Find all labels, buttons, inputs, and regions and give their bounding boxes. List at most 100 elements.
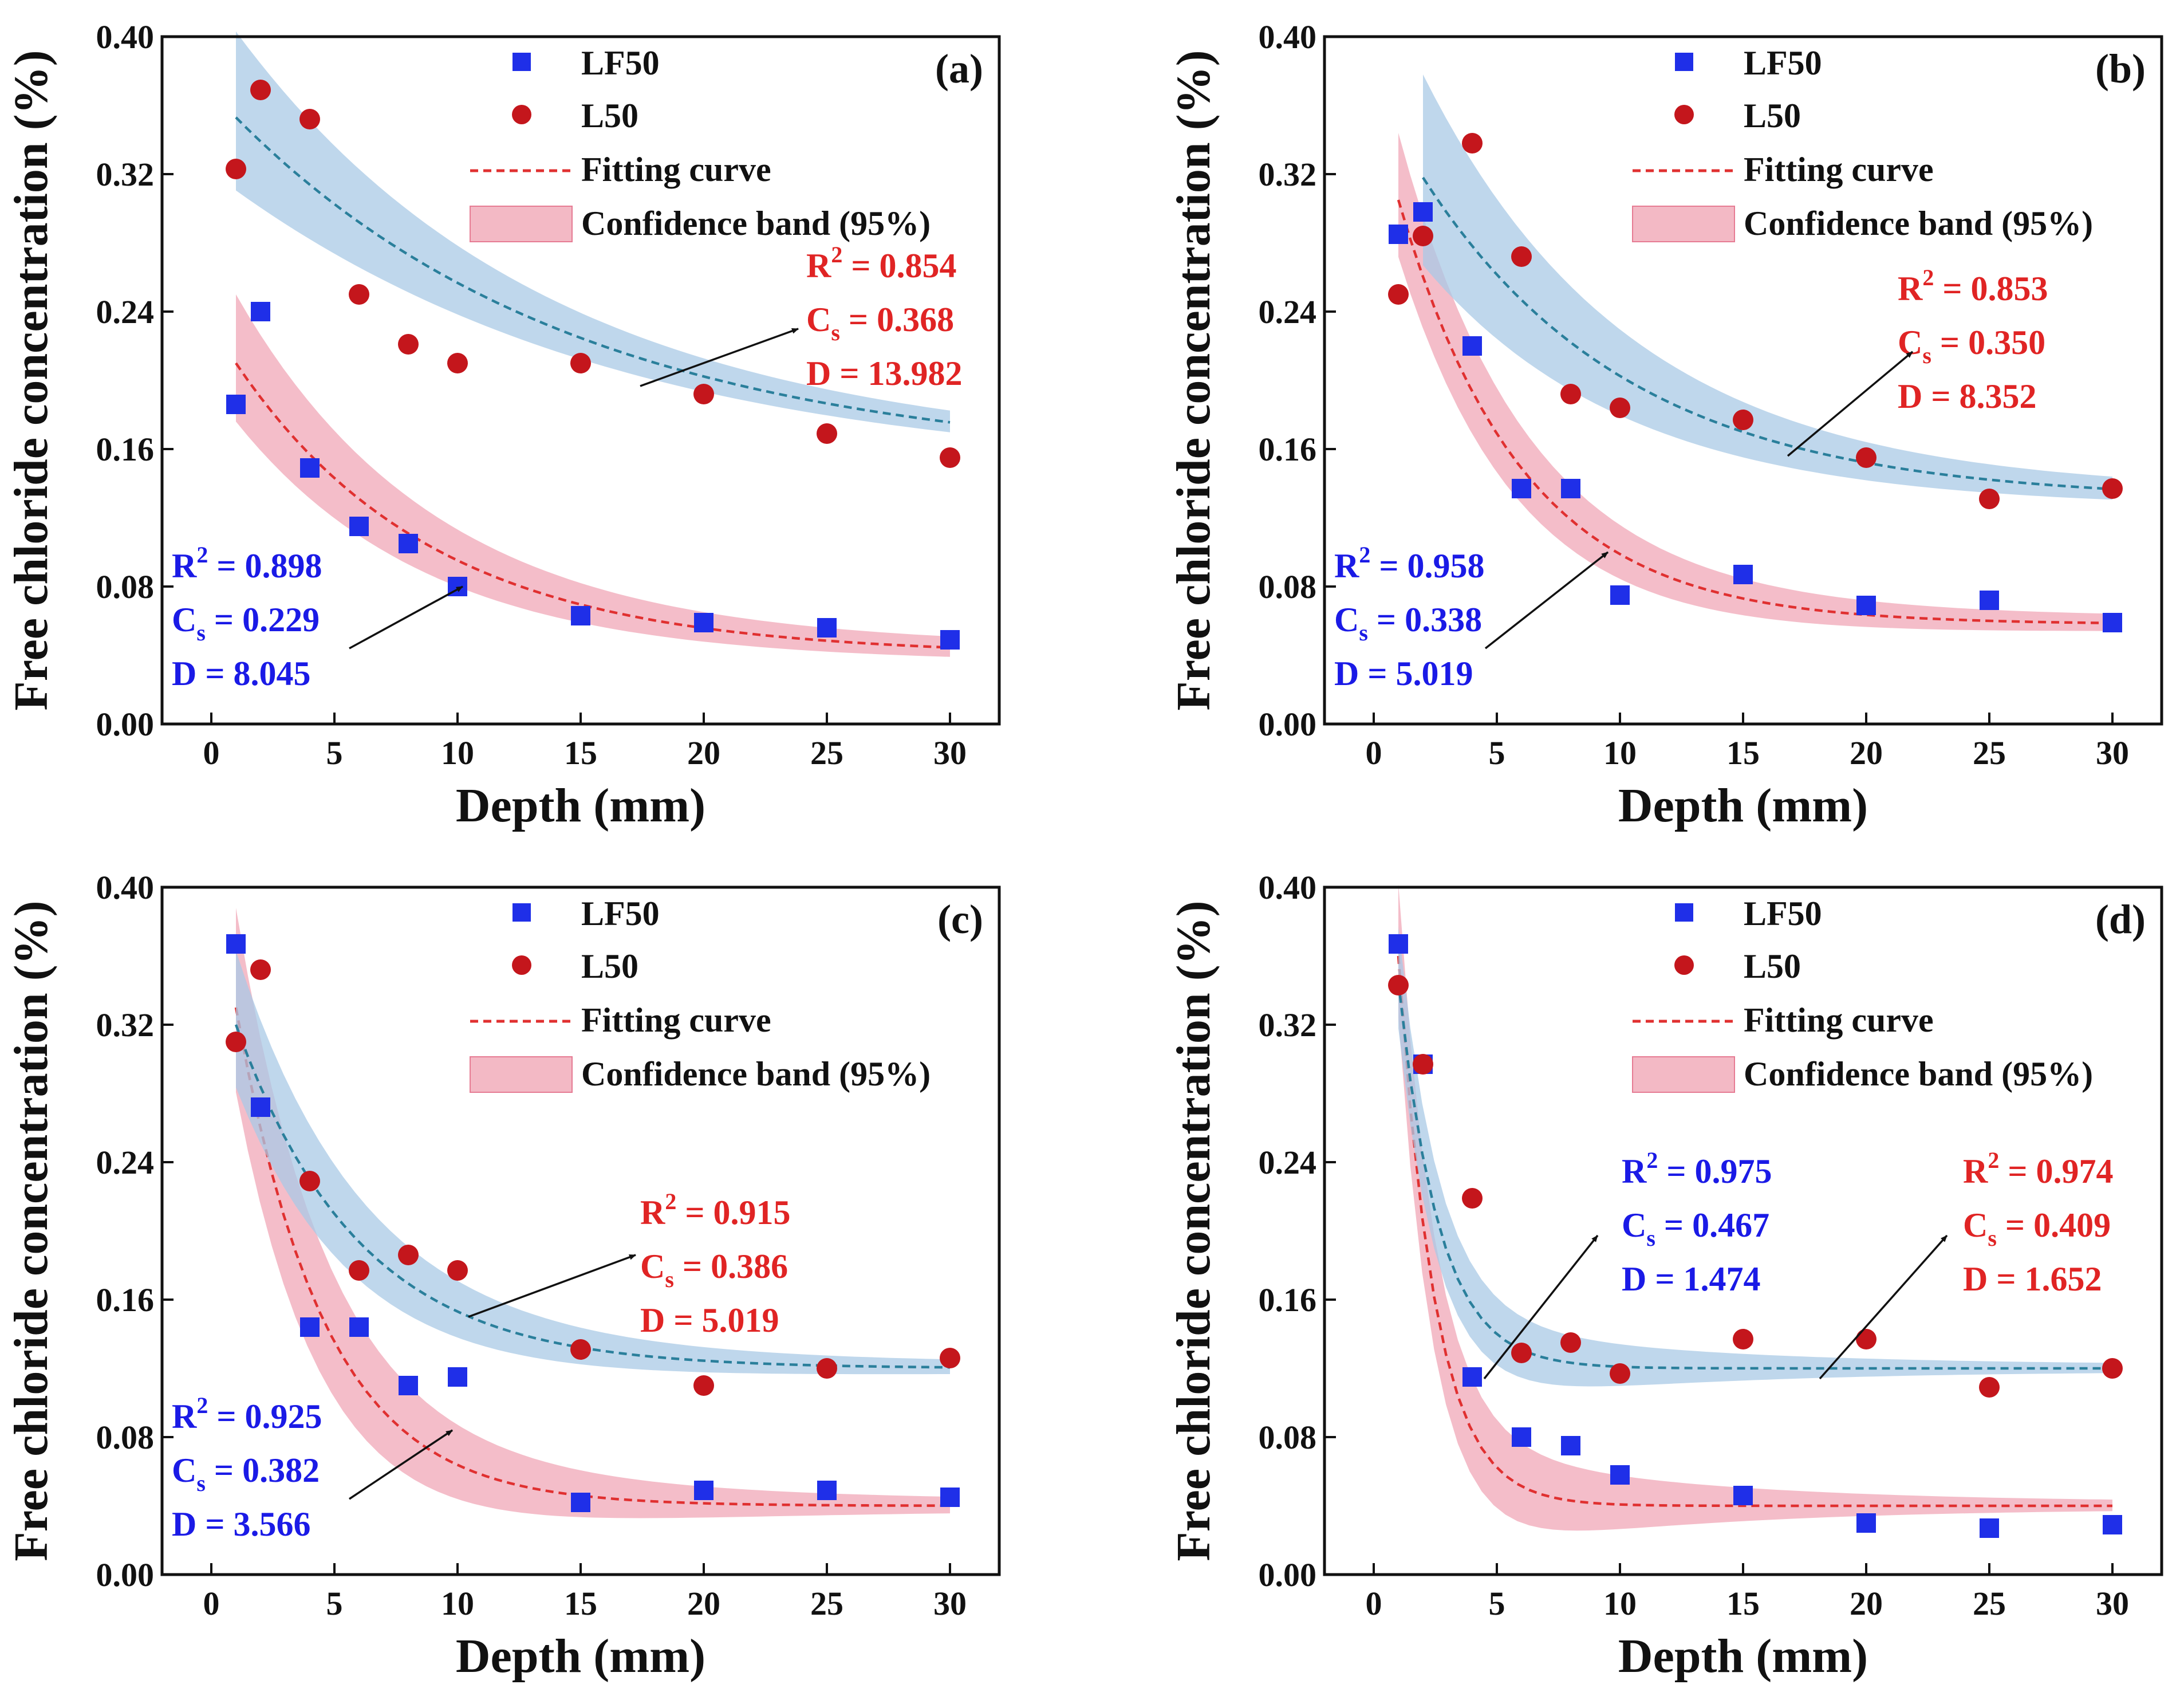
y-tick-label: 0.40: [96, 18, 155, 56]
panel-1-lf50-d-base: D: [1334, 655, 1359, 692]
fitting-curve-l50: [235, 116, 951, 424]
legend-lf50-label: LF50: [1744, 44, 1822, 82]
legend-l50-label: L50: [581, 947, 638, 985]
panel-2-lf50-r2-value: 0.925: [245, 1398, 322, 1435]
panel-1-lf50-arrow: [1484, 551, 1609, 650]
x-axis-label: Depth (mm): [1618, 779, 1868, 832]
legend-lf50-marker: [1675, 903, 1693, 922]
x-tick-label: 25: [810, 734, 843, 772]
panel-2-lf50-r2-base: R: [172, 1398, 197, 1435]
x-tick-label: 10: [441, 734, 474, 772]
panel-0-lf50-d-base: D: [172, 655, 196, 692]
point-l50: [817, 1358, 837, 1379]
point-l50: [1560, 384, 1581, 404]
point-l50: [250, 80, 271, 100]
point-l50: [940, 1348, 960, 1368]
point-lf50: [1462, 336, 1482, 356]
legend-lf50-marker: [1675, 53, 1693, 71]
legend-band-swatch: [1632, 1056, 1735, 1093]
point-l50: [940, 447, 960, 468]
panel-label: (a): [935, 46, 983, 92]
panel-1-l50-d-value: 8.352: [1960, 377, 2037, 415]
x-axis-label: Depth (mm): [456, 779, 705, 832]
point-l50: [817, 423, 837, 444]
y-axis-label: Free chloride concentration (%): [1167, 50, 1220, 710]
legend-l50-marker: [1674, 105, 1694, 124]
panel-3-l50-r2-base: R: [1963, 1152, 1988, 1190]
point-l50: [226, 159, 246, 179]
x-tick-label: 25: [1973, 1585, 2006, 1622]
panel-label: (b): [2095, 46, 2146, 92]
point-lf50: [399, 1376, 418, 1395]
panel-2-l50-d-eq: =: [665, 1301, 701, 1339]
point-lf50: [1512, 1427, 1531, 1447]
panel-1-lf50-d-value: 5.019: [1396, 655, 1473, 692]
point-l50: [1733, 1329, 1753, 1349]
point-l50: [299, 109, 320, 129]
y-tick-label: 0.32: [96, 1006, 155, 1044]
panel-3-lf50-r2-base: R: [1622, 1152, 1647, 1190]
panel-0-l50-d-value: 13.982: [868, 355, 963, 392]
panel-3-lf50-d-label: D = 1.474: [1622, 1260, 1761, 1298]
panel-1-l50-d-base: D: [1898, 377, 1922, 415]
panel-0-l50-r2-eq: =: [842, 247, 879, 285]
point-lf50: [226, 934, 246, 954]
y-axis-label: Free chloride concentration (%): [5, 900, 58, 1561]
legend-band-swatch: [470, 1056, 573, 1093]
panel-1: 0 5 10 15 20 25 30 0.00 0.08 0.16 0.24 0.32 0.40 Dept…: [1167, 18, 2163, 832]
point-lf50: [2103, 613, 2122, 632]
panel-3-lf50-cs-sub: s: [1646, 1225, 1655, 1251]
point-l50: [1979, 1377, 2000, 1398]
legend-lf50-label: LF50: [581, 895, 660, 932]
panel-1-l50-r2-sup: 2: [1922, 265, 1934, 290]
panel-2-lf50-d-base: D: [172, 1505, 196, 1543]
point-lf50: [300, 1317, 320, 1337]
panel-1-lf50-cs-sub: s: [1359, 620, 1368, 646]
legend-lf50-label: LF50: [581, 44, 660, 82]
point-lf50: [1856, 596, 1876, 615]
x-tick-label: 20: [687, 734, 720, 772]
panel-3-lf50-r2-eq: =: [1658, 1152, 1694, 1190]
panel-2-l50-cs-sub: s: [665, 1266, 674, 1292]
confidence-band-lf50: [1398, 884, 2112, 1531]
point-lf50: [1980, 591, 1999, 610]
panel-3-lf50-cs-eq: =: [1655, 1206, 1692, 1244]
y-tick-label: 0.00: [96, 1556, 155, 1593]
point-lf50: [1610, 1465, 1630, 1485]
legend-band-label: Confidence band (95%): [1744, 204, 2093, 242]
y-tick-label: 0.08: [96, 1419, 155, 1456]
panel-0-lf50-cs-base: C: [172, 601, 196, 639]
panel-2-lf50-cs-label: Cs = 0.382: [172, 1451, 320, 1496]
legend-l50-label: L50: [581, 97, 638, 135]
panel-2-lf50-d-value: 3.566: [234, 1505, 311, 1543]
point-l50: [1462, 1188, 1483, 1209]
x-tick-label: 30: [933, 734, 967, 772]
point-l50: [1610, 1363, 1630, 1384]
y-tick-label: 0.40: [96, 869, 155, 906]
panel-0-lf50-d-eq: =: [196, 655, 233, 692]
panel-3-lf50-cs-base: C: [1622, 1206, 1646, 1244]
panel-1-l50-d-label: D = 8.352: [1898, 377, 2037, 415]
panel-3-l50-cs-value: 0.409: [2033, 1206, 2111, 1244]
panel-1-l50-d-eq: =: [1922, 377, 1959, 415]
point-lf50: [1389, 225, 1408, 244]
panel-1-lf50-r2-label: R2 = 0.958: [1334, 542, 1485, 585]
point-lf50: [1389, 934, 1408, 954]
y-tick-label: 0.16: [1259, 431, 1317, 468]
point-l50: [1560, 1332, 1581, 1353]
y-tick-label: 0.00: [96, 706, 155, 743]
panel-0-lf50-cs-label: Cs = 0.229: [172, 601, 320, 646]
x-tick-label: 20: [687, 1585, 720, 1622]
panel-1-l50-cs-value: 0.350: [1968, 324, 2045, 361]
panel-2-lf50-cs-value: 0.382: [242, 1451, 320, 1489]
panel-2-l50-r2-value: 0.915: [713, 1194, 791, 1231]
point-l50: [2102, 1358, 2123, 1379]
point-l50: [1979, 489, 2000, 509]
fitting-curve-lf50: [1397, 955, 2112, 1508]
panel-2-l50-cs-label: Cs = 0.386: [640, 1248, 788, 1292]
point-l50: [349, 1260, 369, 1281]
panel-0-l50-r2-label: R2 = 0.854: [806, 242, 957, 285]
point-lf50: [1733, 565, 1753, 584]
panel-1-lf50-r2-value: 0.958: [1408, 547, 1485, 585]
panel-2-lf50-r2-eq: =: [208, 1398, 245, 1435]
